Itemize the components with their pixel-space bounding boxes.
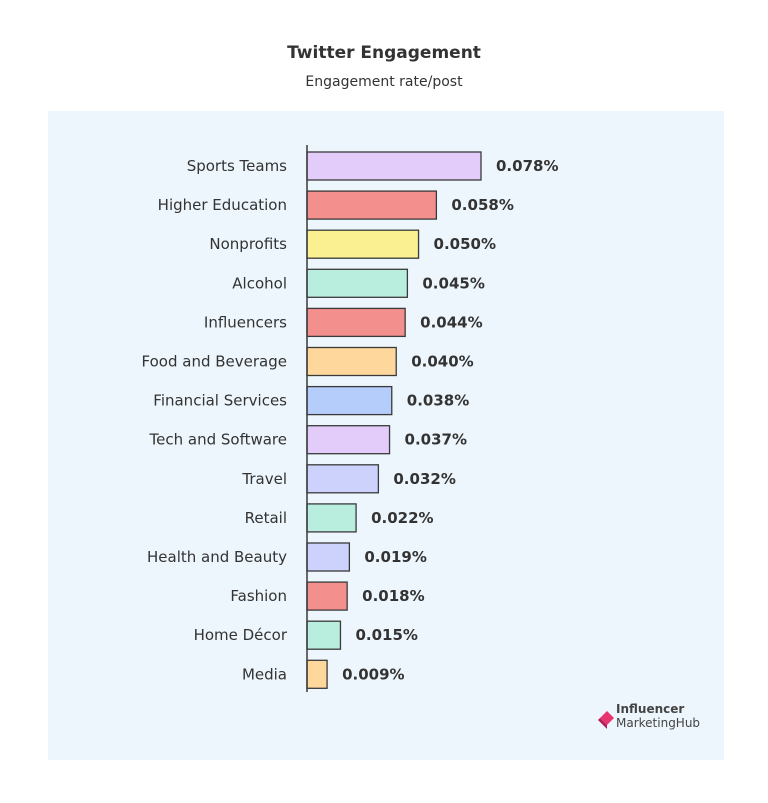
value-label: 0.058% (451, 196, 513, 214)
bar-0 (306, 151, 482, 181)
value-label: 0.015% (355, 626, 417, 644)
bar-5 (306, 346, 397, 377)
bar-6 (306, 385, 393, 416)
value-label: 0.022% (371, 509, 433, 527)
category-label: Sports Teams (187, 157, 287, 175)
value-label: 0.018% (362, 587, 424, 605)
value-label: 0.045% (422, 274, 484, 292)
category-label: Media (242, 665, 287, 683)
category-label: Health and Beauty (147, 548, 287, 566)
bar-8 (306, 464, 380, 494)
chart-subtitle: Engagement rate/post (305, 74, 463, 90)
value-label: 0.009% (342, 665, 404, 683)
category-label: Tech and Software (149, 431, 287, 449)
bar-13 (306, 659, 328, 689)
bar-1 (306, 190, 438, 220)
bar-9 (306, 503, 357, 533)
value-label: 0.044% (420, 313, 482, 331)
logo-text-line1: Influencer (616, 702, 685, 716)
category-label: Financial Services (153, 392, 287, 410)
category-label: Home Décor (194, 626, 288, 644)
bar-3 (306, 268, 409, 298)
bar-7 (306, 425, 391, 455)
logo-text-line2: MarketingHub (616, 716, 701, 730)
value-label: 0.078% (496, 157, 558, 175)
bar-10 (306, 542, 351, 572)
category-label: Nonprofits (209, 235, 287, 253)
category-label: Alcohol (232, 274, 287, 292)
bar-4 (306, 307, 406, 338)
value-label: 0.032% (393, 470, 455, 488)
value-label: 0.050% (434, 235, 496, 253)
bar-11 (306, 581, 348, 611)
value-label: 0.019% (364, 548, 426, 566)
bar-12 (306, 620, 342, 650)
influencer-marketing-hub-logo: Influencer MarketingHub (598, 702, 718, 736)
value-label: 0.038% (407, 392, 469, 410)
logo-diamond-icon (598, 711, 614, 729)
category-label: Retail (245, 509, 287, 527)
value-label: 0.040% (411, 353, 473, 371)
value-label: 0.037% (405, 431, 467, 449)
category-label: Food and Beverage (142, 353, 287, 371)
category-label: Travel (241, 470, 287, 488)
category-label: Influencers (204, 313, 287, 331)
category-label: Higher Education (158, 196, 287, 214)
chart-title: Twitter Engagement (287, 43, 481, 63)
category-label: Fashion (230, 587, 287, 605)
bar-2 (306, 229, 420, 259)
